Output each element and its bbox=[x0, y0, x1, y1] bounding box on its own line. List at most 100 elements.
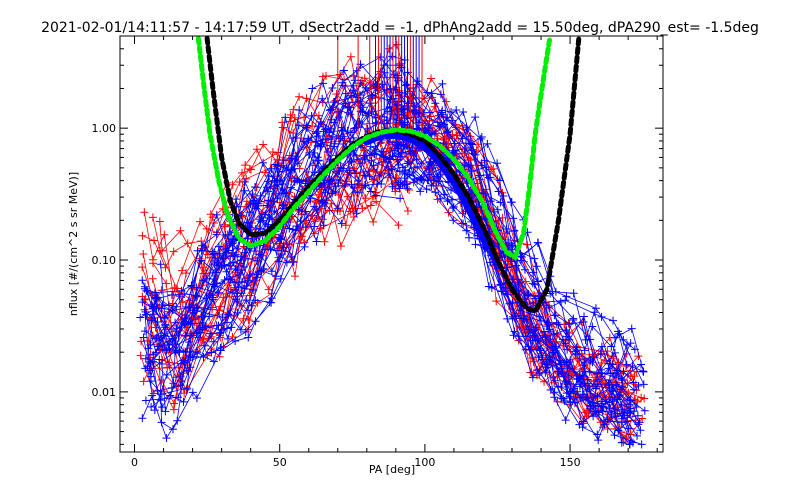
blue-point bbox=[337, 219, 346, 228]
blue-point bbox=[149, 310, 158, 319]
blue-point bbox=[370, 150, 379, 159]
blue-point bbox=[622, 360, 631, 369]
blue-point bbox=[569, 289, 578, 298]
blue-point bbox=[626, 396, 635, 405]
blue-point bbox=[310, 222, 319, 231]
blue-point bbox=[365, 151, 374, 160]
blue-point bbox=[139, 333, 148, 342]
blue-point bbox=[226, 275, 235, 284]
blue-point bbox=[402, 141, 411, 150]
blue-point bbox=[550, 393, 559, 402]
blue-point bbox=[519, 311, 528, 320]
blue-point bbox=[336, 134, 345, 143]
blue-point bbox=[389, 70, 398, 79]
blue-point bbox=[188, 388, 197, 397]
blue-point bbox=[249, 196, 258, 205]
red-point bbox=[369, 217, 378, 226]
red-point bbox=[261, 168, 270, 177]
blue-point bbox=[398, 148, 407, 157]
blue-point bbox=[459, 219, 468, 228]
blue-point bbox=[248, 190, 257, 199]
red-point bbox=[295, 92, 304, 101]
blue-point bbox=[480, 156, 489, 165]
blue-point bbox=[140, 327, 149, 336]
blue-point bbox=[386, 95, 395, 104]
blue-point bbox=[156, 396, 165, 405]
blue-point bbox=[557, 382, 566, 391]
blue-point bbox=[625, 440, 634, 449]
blue-point bbox=[556, 297, 565, 306]
blue-point bbox=[618, 376, 627, 385]
blue-point bbox=[267, 164, 276, 173]
blue-point bbox=[267, 267, 276, 276]
red-point bbox=[268, 147, 277, 156]
blue-point bbox=[443, 197, 452, 206]
blue-point bbox=[210, 249, 219, 258]
blue-point bbox=[448, 116, 457, 125]
blue-point bbox=[408, 144, 417, 153]
blue-point bbox=[440, 120, 449, 129]
red-point bbox=[286, 117, 295, 126]
blue-point bbox=[278, 180, 287, 189]
blue-point bbox=[510, 226, 519, 235]
blue-point bbox=[535, 312, 544, 321]
blue-point bbox=[256, 224, 265, 233]
blue-point bbox=[634, 381, 643, 390]
blue-point bbox=[147, 316, 156, 325]
blue-point bbox=[157, 390, 166, 399]
red-point bbox=[346, 52, 355, 61]
red-point bbox=[148, 259, 157, 268]
blue-point bbox=[586, 402, 595, 411]
blue-point bbox=[138, 298, 147, 307]
blue-point bbox=[588, 358, 597, 367]
blue-point bbox=[161, 407, 170, 416]
blue-point bbox=[617, 385, 626, 394]
blue-point bbox=[216, 346, 225, 355]
blue-point bbox=[317, 117, 326, 126]
blue-point bbox=[369, 80, 378, 89]
blue-point bbox=[256, 250, 265, 259]
blue-point bbox=[635, 418, 644, 427]
blue-point bbox=[175, 292, 184, 301]
blue-point bbox=[581, 335, 590, 344]
red-point bbox=[290, 113, 299, 122]
blue-point bbox=[143, 287, 152, 296]
x-tick-label: 50 bbox=[273, 456, 287, 469]
blue-point bbox=[627, 324, 636, 333]
blue-point bbox=[640, 406, 649, 415]
red-point bbox=[297, 232, 306, 241]
red-point bbox=[489, 164, 498, 173]
plot-content bbox=[136, 36, 649, 449]
red-point bbox=[603, 347, 612, 356]
blue-point bbox=[431, 188, 440, 197]
blue-point bbox=[294, 205, 303, 214]
red-point bbox=[160, 230, 169, 239]
blue-point bbox=[557, 364, 566, 373]
blue-point bbox=[552, 318, 561, 327]
x-tick-label: 100 bbox=[414, 456, 435, 469]
red-point bbox=[245, 291, 254, 300]
x-tick-label: 150 bbox=[560, 456, 581, 469]
blue-point bbox=[288, 225, 297, 234]
blue-point bbox=[350, 183, 359, 192]
blue-point bbox=[282, 164, 291, 173]
blue-point bbox=[636, 426, 645, 435]
blue-point bbox=[233, 308, 242, 317]
blue-point bbox=[590, 308, 599, 317]
blue-point bbox=[378, 147, 387, 156]
blue-point bbox=[289, 258, 298, 267]
blue-point bbox=[367, 156, 376, 165]
blue-point bbox=[147, 402, 156, 411]
red-point bbox=[336, 242, 345, 251]
blue-point bbox=[551, 287, 560, 296]
blue-point bbox=[402, 180, 411, 189]
red-point bbox=[139, 377, 148, 386]
blue-point bbox=[249, 286, 258, 295]
red-point bbox=[169, 247, 178, 256]
blue-point bbox=[319, 221, 328, 230]
blue-point bbox=[356, 79, 365, 88]
blue-point bbox=[281, 113, 290, 122]
blue-point bbox=[232, 244, 241, 253]
blue-point bbox=[608, 360, 617, 369]
blue-point bbox=[179, 397, 188, 406]
